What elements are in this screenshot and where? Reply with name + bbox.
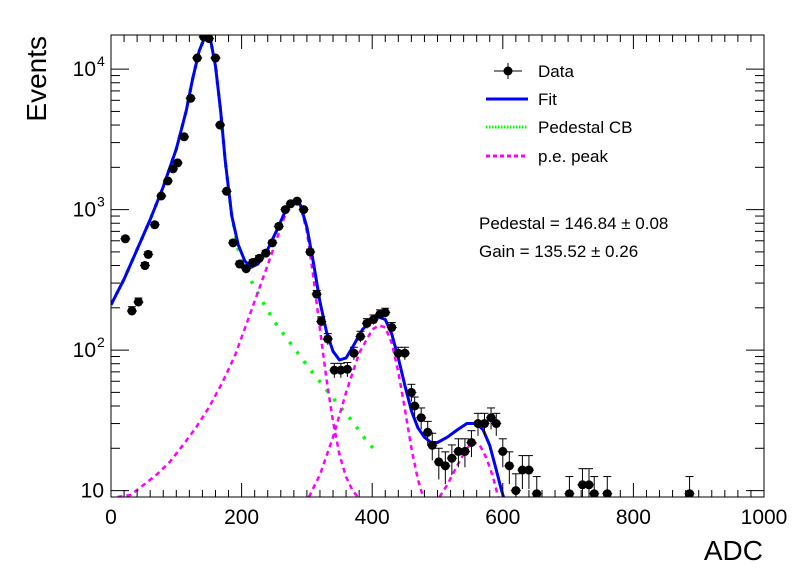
legend-item-data: Data [494, 62, 574, 81]
data-point [564, 476, 575, 497]
series-p-e-peak-2 [307, 324, 425, 497]
data-point [247, 258, 258, 268]
legend-item-pe-peak: p.e. peak [486, 147, 608, 166]
data-point [342, 362, 353, 377]
legend-label-pe-peak: p.e. peak [538, 147, 608, 166]
data-point [380, 307, 391, 318]
data-point [504, 451, 515, 485]
data-point [577, 468, 588, 497]
legend-label-data: Data [538, 62, 574, 81]
data-point [583, 468, 594, 497]
data-point [409, 396, 420, 417]
data-point [156, 191, 167, 201]
data-point [531, 476, 542, 497]
data-point [292, 196, 303, 206]
data-point [298, 205, 309, 215]
data-point [433, 447, 444, 480]
data-point [399, 346, 410, 360]
data-point [422, 420, 433, 446]
data-point [684, 476, 695, 497]
y-tick-exponent: 3 [97, 194, 105, 210]
data-point [273, 221, 284, 231]
legend: Data Fit Pedestal CB p.e. peak [486, 62, 633, 166]
y-tick-label: 10 [73, 199, 96, 222]
y-tick-label: 10 [81, 480, 104, 503]
data-point [143, 249, 154, 259]
x-axis-label: ADC [704, 535, 763, 566]
y-tick-exponent: 2 [97, 334, 105, 350]
data-point [316, 316, 327, 327]
data-point [234, 259, 245, 269]
data-point [149, 220, 160, 230]
data-point [386, 322, 397, 333]
legend-item-pedestal-cb: Pedestal CB [486, 118, 633, 137]
data-point [355, 330, 366, 343]
data-point [280, 205, 291, 215]
series-data [120, 35, 695, 497]
data-point [241, 264, 252, 274]
data-point [221, 186, 232, 196]
data-point [260, 248, 271, 258]
data-point [267, 238, 278, 248]
data-point [348, 346, 359, 360]
data-point [486, 407, 497, 430]
legend-marker-data [503, 66, 513, 76]
legend-label-pedestal-cb: Pedestal CB [538, 118, 633, 137]
data-point [203, 35, 214, 44]
x-tick-label: 1000 [741, 506, 788, 529]
data-point [162, 176, 173, 186]
data-point [311, 289, 322, 299]
annotation-pedestal: Pedestal = 146.84 ± 0.08 [479, 214, 668, 233]
data-point [322, 333, 333, 345]
y-axis-label: Events [21, 36, 52, 122]
y-tick-label: 10 [73, 339, 96, 362]
plot-inner [111, 35, 695, 497]
data-point [479, 412, 490, 436]
data-point [466, 430, 477, 458]
data-point [440, 451, 451, 485]
data-point [416, 407, 427, 430]
data-point [139, 261, 150, 271]
data-point [459, 438, 470, 468]
data-point [427, 432, 438, 461]
data-point [215, 120, 226, 130]
data-point [523, 455, 534, 490]
series-p-e-peak-1 [117, 199, 359, 497]
annotation-gain: Gain = 135.52 ± 0.26 [479, 242, 638, 261]
data-point [210, 53, 221, 63]
data-point [172, 158, 183, 168]
y-tick-exponent: 4 [97, 53, 105, 69]
x-tick-label: 600 [485, 506, 520, 529]
x-tick-label: 200 [224, 506, 259, 529]
data-point [185, 93, 196, 103]
data-point [228, 238, 239, 248]
x-tick-label: 800 [616, 506, 651, 529]
x-tick-label: 0 [105, 506, 117, 529]
data-point [406, 383, 417, 402]
y-tick-label: 10 [73, 58, 96, 81]
data-point [120, 234, 131, 244]
data-point [179, 132, 190, 142]
data-point [497, 438, 508, 468]
legend-item-fit: Fit [486, 90, 557, 109]
data-point [305, 247, 316, 257]
plot-area [111, 35, 695, 497]
x-tick-label: 400 [355, 506, 390, 529]
data-point [491, 412, 502, 436]
legend-label-fit: Fit [538, 90, 557, 109]
data-point [254, 253, 265, 263]
data-point [446, 444, 457, 476]
data-point [126, 306, 137, 316]
data-point [133, 297, 144, 307]
data-point [192, 53, 203, 63]
